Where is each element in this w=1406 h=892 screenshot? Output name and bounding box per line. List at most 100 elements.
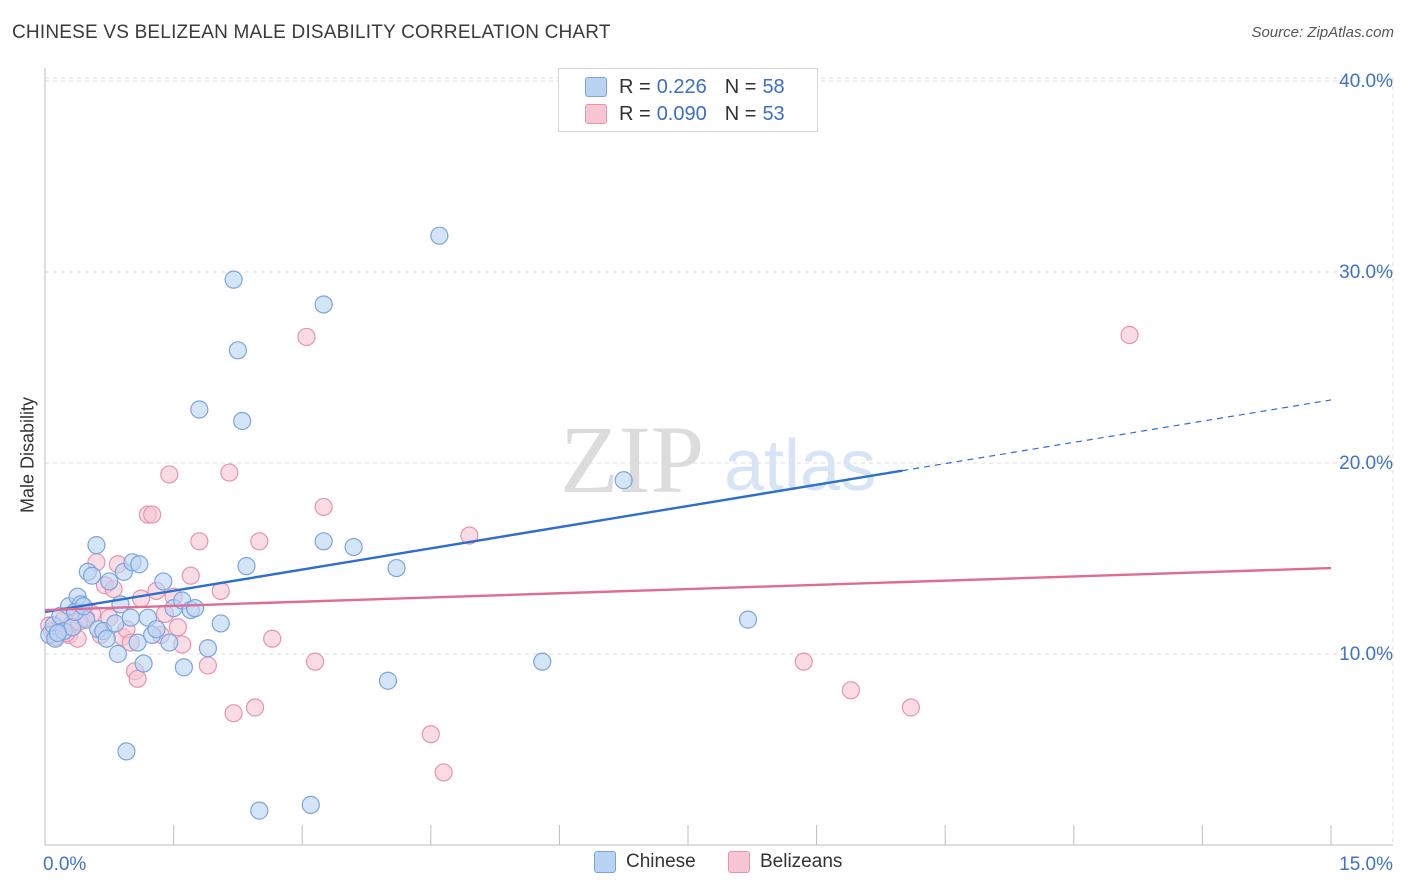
legend-row-belizeans: R = 0.090 N = 53	[585, 101, 785, 127]
y-axis-label: Male Disability	[17, 396, 38, 514]
belizeans-point	[794, 652, 813, 671]
chart-title: CHINESE VS BELIZEAN MALE DISABILITY CORR…	[12, 22, 611, 43]
belizeans-point	[297, 327, 316, 347]
chinese-point	[185, 599, 205, 618]
belizeans-point	[190, 532, 209, 551]
chinese-trend-extension	[902, 399, 1332, 472]
legend-n-value: 58	[762, 75, 785, 98]
x-tick-label: 0.0%	[43, 854, 86, 875]
legend-n-label: N =	[724, 102, 757, 125]
chinese-point	[314, 532, 333, 551]
belizeans-point	[305, 652, 325, 671]
tick-labels: 10.0% 20.0% 30.0% 40.0% 0.0% 15.0%	[43, 71, 1393, 875]
chinese-trend-line	[44, 469, 903, 614]
belizeans-point	[181, 566, 200, 585]
legend-r-value: 0.226	[656, 75, 707, 98]
chinese-point	[190, 400, 209, 419]
chinese-point	[301, 795, 320, 814]
y-tick-label: 30.0%	[1339, 262, 1393, 283]
legend-item-belizeans[interactable]: Belizeans	[728, 851, 842, 873]
belizeans-points	[40, 325, 1139, 782]
chinese-point	[314, 295, 333, 314]
belizeans-point	[131, 589, 151, 608]
belizeans-point	[460, 526, 479, 545]
chinese-point	[250, 801, 269, 820]
chinese-point	[344, 537, 363, 557]
chinese-point	[147, 620, 166, 639]
watermark: ZIP atlas	[560, 406, 876, 513]
chinese-point	[108, 644, 127, 664]
belizeans-point	[1120, 325, 1139, 345]
legend-r-value: 0.090	[656, 102, 707, 125]
belizeans-point	[198, 656, 217, 675]
chinese-point	[106, 614, 125, 633]
chinese-point	[83, 566, 102, 585]
series-legend: Chinese Belizeans	[0, 851, 1406, 877]
chinese-point	[614, 471, 633, 490]
chinese-point	[174, 658, 193, 677]
y-tick-label: 40.0%	[1339, 71, 1393, 92]
legend-swatch-chinese	[594, 851, 616, 873]
chinese-point	[117, 742, 136, 761]
legend-label-chinese: Chinese	[626, 851, 696, 872]
chinese-points	[40, 226, 758, 820]
belizeans-point	[168, 618, 187, 637]
chinese-point	[738, 610, 758, 629]
belizeans-point	[421, 725, 440, 744]
chinese-point	[134, 654, 153, 673]
chinese-point	[378, 671, 398, 690]
chinese-point	[87, 536, 106, 555]
chinese-point	[154, 572, 173, 591]
legend-r-label: R =	[619, 102, 651, 125]
y-tick-label: 20.0%	[1339, 453, 1393, 474]
legend-swatch-belizeans	[728, 851, 750, 873]
chinese-point	[121, 608, 140, 627]
chinese-point	[387, 558, 406, 578]
belizeans-point	[224, 704, 243, 723]
legend-n-label: N =	[724, 75, 757, 98]
belizeans-point	[160, 465, 179, 484]
x-tick-label: 15.0%	[1339, 854, 1393, 875]
belizeans-point	[901, 698, 921, 717]
belizeans-trend-line	[44, 566, 1332, 612]
axes	[44, 68, 1393, 846]
legend-swatch-chinese	[585, 77, 607, 97]
correlation-legend: R = 0.226 N = 58 R = 0.090 N = 53	[558, 68, 818, 132]
watermark-atlas: atlas	[724, 426, 876, 506]
belizeans-point	[128, 669, 147, 688]
trend-lines	[44, 399, 1332, 614]
belizeans-point	[245, 698, 265, 717]
chinese-point	[198, 639, 217, 658]
chinese-point	[48, 623, 67, 643]
belizeans-point	[434, 763, 453, 782]
chinese-point	[233, 411, 252, 431]
legend-label-belizeans: Belizeans	[760, 851, 843, 872]
chinese-point	[228, 341, 247, 360]
belizeans-point	[250, 532, 269, 551]
legend-row-chinese: R = 0.226 N = 58	[585, 74, 785, 100]
chinese-point	[97, 629, 116, 648]
chinese-point	[430, 226, 449, 245]
belizeans-point	[841, 681, 860, 700]
y-tick-label: 10.0%	[1339, 644, 1393, 665]
chinese-point	[130, 555, 149, 574]
watermark-zip: ZIP	[560, 406, 704, 513]
legend-item-chinese[interactable]: Chinese	[594, 851, 696, 873]
belizeans-point	[220, 463, 239, 482]
chinese-point	[237, 557, 256, 576]
chart-source: Source: ZipAtlas.com	[1251, 24, 1394, 41]
chinese-point	[211, 614, 230, 633]
belizeans-point	[263, 629, 282, 648]
grid-lines	[45, 77, 1394, 845]
chinese-point	[533, 652, 552, 671]
chinese-point	[100, 572, 119, 591]
chinese-point	[224, 270, 243, 289]
chinese-point	[160, 633, 179, 652]
belizeans-point	[143, 505, 162, 524]
legend-r-label: R =	[619, 75, 651, 98]
legend-swatch-belizeans	[585, 104, 607, 124]
legend-n-value: 53	[762, 102, 785, 125]
belizeans-point	[314, 497, 333, 517]
chinese-point	[128, 633, 147, 652]
